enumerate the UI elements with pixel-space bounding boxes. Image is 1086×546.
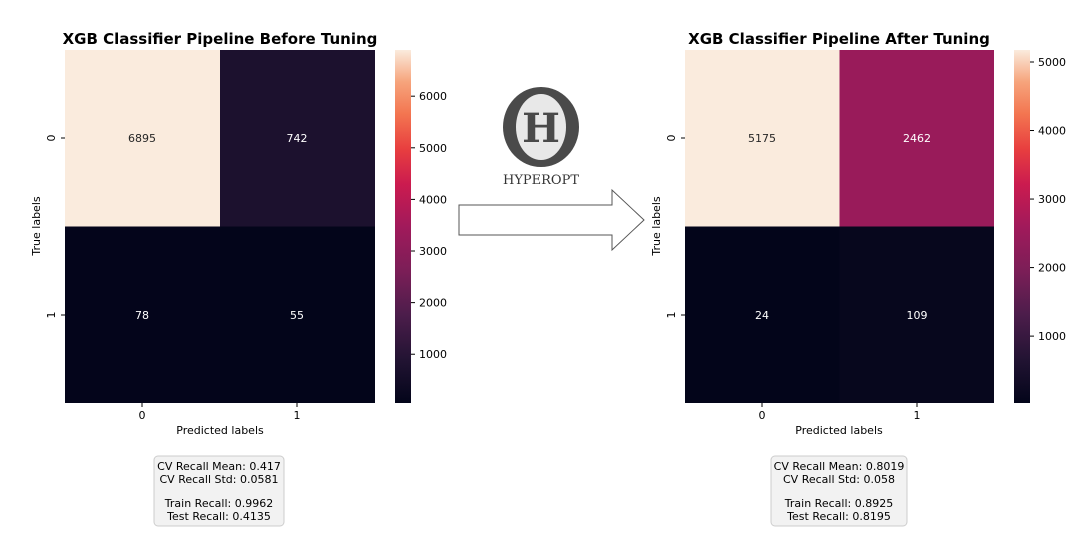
x-axis-label: Predicted labels xyxy=(176,424,264,437)
heatmap-cells xyxy=(685,50,994,403)
colorbar-tick-label-5: 6000 xyxy=(419,90,447,103)
cv-recall-mean: CV Recall Mean: 0.417 xyxy=(157,460,281,473)
colorbar-tick-label-1: 2000 xyxy=(1038,262,1066,275)
colorbar-gradient xyxy=(395,50,411,403)
y-axis: 0 1 True labels xyxy=(30,135,65,319)
arrow-right-icon xyxy=(458,188,645,252)
x-axis: 0 1 Predicted labels xyxy=(139,403,301,437)
x-tick-label-0: 0 xyxy=(759,409,766,422)
x-tick-label-0: 0 xyxy=(139,409,146,422)
y-axis-label: True labels xyxy=(650,196,663,256)
heatmap-annotations: 5175 2462 24 109 xyxy=(748,132,931,322)
logo-letter: H xyxy=(522,105,560,152)
colorbar: 1000 2000 3000 4000 5000 6000 xyxy=(395,50,447,403)
cell-label-0-0: 6895 xyxy=(128,132,156,145)
test-recall: Test Recall: 0.4135 xyxy=(166,510,271,523)
x-axis-label: Predicted labels xyxy=(795,424,883,437)
cell-label-1-0: 78 xyxy=(135,309,149,322)
metrics-box-frame xyxy=(153,455,285,527)
cv-recall-std: CV Recall Std: 0.058 xyxy=(783,473,895,486)
colorbar-tick-label-4: 5000 xyxy=(1038,56,1066,69)
y-axis-label: True labels xyxy=(30,196,43,256)
heatmap-cell-1-0 xyxy=(65,226,220,403)
cell-label-0-0: 5175 xyxy=(748,132,776,145)
cv-recall-std: CV Recall Std: 0.0581 xyxy=(160,473,279,486)
colorbar-ticks: 1000 2000 3000 4000 5000 6000 xyxy=(411,90,447,361)
heatmap-annotations: 6895 742 78 55 xyxy=(128,132,308,322)
cv-recall-mean: CV Recall Mean: 0.8019 xyxy=(774,460,905,473)
heatmap-cell-0-1 xyxy=(220,50,375,227)
y-axis: 0 1 True labels xyxy=(650,135,685,319)
colorbar-tick-label-2: 3000 xyxy=(1038,193,1066,206)
colorbar-tick-label-1: 2000 xyxy=(419,297,447,310)
colorbar-tick-label-4: 5000 xyxy=(419,142,447,155)
x-axis: 0 1 Predicted labels xyxy=(759,403,921,437)
logo-inner-disc xyxy=(516,94,566,160)
heatmap-after-tuning: XGB Classifier Pipeline After Tuning 517… xyxy=(650,30,1066,527)
train-recall: Train Recall: 0.8925 xyxy=(784,497,893,510)
colorbar-gradient xyxy=(1014,50,1030,403)
colorbar-tick-label-0: 1000 xyxy=(419,348,447,361)
chart-title: XGB Classifier Pipeline After Tuning xyxy=(688,30,990,48)
cell-label-0-1: 2462 xyxy=(903,132,931,145)
y-tick-label-0: 0 xyxy=(665,135,678,142)
test-recall: Test Recall: 0.8195 xyxy=(786,510,891,523)
heatmap-cell-1-0 xyxy=(685,226,840,403)
logo-caption: HYPEROPT xyxy=(503,173,579,188)
heatmap-cell-0-0 xyxy=(65,50,220,227)
metrics-box: CV Recall Mean: 0.8019 CV Recall Std: 0.… xyxy=(770,455,908,527)
colorbar-tick-label-3: 4000 xyxy=(419,193,447,206)
y-tick-label-0: 0 xyxy=(45,135,58,142)
cell-label-0-1: 742 xyxy=(287,132,308,145)
cell-label-1-1: 109 xyxy=(907,309,928,322)
y-tick-label-1: 1 xyxy=(45,312,58,319)
colorbar-tick-label-3: 4000 xyxy=(1038,125,1066,138)
colorbar: 1000 2000 3000 4000 5000 xyxy=(1014,50,1066,403)
colorbar-tick-label-0: 1000 xyxy=(1038,330,1066,343)
heatmap-cell-0-0 xyxy=(685,50,840,227)
chart-title: XGB Classifier Pipeline Before Tuning xyxy=(63,30,378,48)
heatmap-before-tuning: XGB Classifier Pipeline Before Tuning 68… xyxy=(30,30,447,527)
x-tick-label-1: 1 xyxy=(914,409,921,422)
hyperopt-logo: H HYPEROPT xyxy=(503,87,579,188)
heatmap-cell-0-1 xyxy=(839,50,994,227)
metrics-box: CV Recall Mean: 0.417 CV Recall Std: 0.0… xyxy=(153,455,285,527)
train-recall: Train Recall: 0.9962 xyxy=(164,497,273,510)
colorbar-ticks: 1000 2000 3000 4000 5000 xyxy=(1030,56,1066,343)
heatmap-cells xyxy=(65,50,375,403)
heatmap-cell-1-1 xyxy=(220,226,375,403)
y-tick-label-1: 1 xyxy=(665,312,678,319)
metrics-box-frame xyxy=(770,455,908,527)
colorbar-tick-label-2: 3000 xyxy=(419,245,447,258)
cell-label-1-1: 55 xyxy=(290,309,304,322)
heatmap-cell-1-1 xyxy=(839,226,994,403)
cell-label-1-0: 24 xyxy=(755,309,769,322)
x-tick-label-1: 1 xyxy=(294,409,301,422)
